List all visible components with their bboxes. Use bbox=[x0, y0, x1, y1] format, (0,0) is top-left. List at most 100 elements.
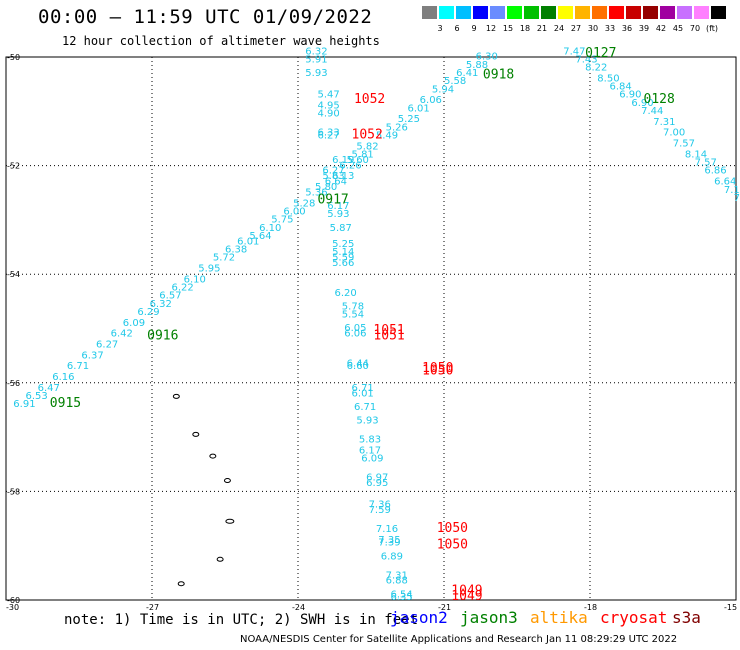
swh-label: 5.78 bbox=[342, 301, 364, 312]
swh-label: 5.94 bbox=[432, 84, 454, 95]
swh-label: 5.88 bbox=[466, 60, 488, 71]
swh-label: 4.95 bbox=[317, 101, 339, 112]
swh-label: 6.05 bbox=[344, 323, 366, 334]
island-outline bbox=[192, 431, 200, 437]
swh-label: 7.47 bbox=[563, 46, 585, 57]
swh-label: 7.16 bbox=[376, 524, 398, 535]
swh-label: 7.93 bbox=[734, 193, 740, 204]
scale-label: 18 bbox=[519, 24, 531, 33]
satellite-s3a: s3a bbox=[672, 608, 701, 627]
scale-label: (ft) bbox=[705, 24, 719, 33]
swh-label: 5.54 bbox=[342, 310, 364, 321]
scale-swatch bbox=[456, 6, 471, 19]
pass-time-label: 0918 bbox=[483, 68, 514, 83]
swh-label: 6.89 bbox=[381, 551, 403, 562]
swh-label: 4.90 bbox=[317, 109, 339, 120]
swh-label: 6.09 bbox=[123, 318, 145, 329]
swh-label: 6.32 bbox=[305, 46, 327, 57]
y-tick-label: -54 bbox=[7, 270, 20, 279]
swh-label: 6.90 bbox=[619, 90, 641, 101]
pass-time-label: 0127 bbox=[585, 46, 616, 61]
swh-label: 6.88 bbox=[386, 576, 408, 587]
island-outline bbox=[172, 393, 180, 399]
scale-label: 39 bbox=[638, 24, 650, 33]
swh-label: 6.26 bbox=[339, 160, 361, 171]
scale-label: 24 bbox=[553, 24, 565, 33]
swh-label: 6.06 bbox=[420, 95, 442, 106]
swh-label: 5.81 bbox=[352, 149, 374, 160]
pass-time-label: 0915 bbox=[50, 396, 81, 411]
x-tick-label: -27 bbox=[146, 603, 159, 612]
scale-swatch bbox=[694, 6, 709, 19]
swh-label: 5.26 bbox=[386, 122, 408, 133]
swh-label: 5.72 bbox=[213, 253, 235, 264]
swh-label: 6.53 bbox=[25, 391, 47, 402]
pass-time-label: 1051 bbox=[373, 328, 404, 343]
credit-line: NOAA/NESDIS Center for Satellite Applica… bbox=[240, 634, 678, 645]
pass-time-label: 1052 bbox=[352, 127, 383, 142]
scale-swatch bbox=[609, 6, 624, 19]
swh-label: 6.10 bbox=[184, 274, 206, 285]
swh-label: 6.06 bbox=[344, 329, 366, 340]
swh-label: 7.44 bbox=[641, 106, 663, 117]
swh-label: 7.31 bbox=[386, 570, 408, 581]
swh-label: 7.39 bbox=[378, 538, 400, 549]
x-tick-label: -15 bbox=[724, 603, 737, 612]
swh-label: 6.64 bbox=[714, 177, 736, 188]
swh-label: 6.01 bbox=[237, 236, 259, 247]
scale-label: 36 bbox=[621, 24, 633, 33]
swh-label: 6.27 bbox=[317, 130, 339, 141]
swh-label: 7.57 bbox=[673, 139, 695, 150]
swh-label: 6.29 bbox=[137, 307, 159, 318]
scale-label: 6 bbox=[454, 24, 460, 33]
scale-swatch bbox=[422, 6, 437, 19]
scale-label: 3 bbox=[437, 24, 443, 33]
swh-label: 5.87 bbox=[330, 223, 352, 234]
swh-label: 6.00 bbox=[283, 206, 305, 217]
satellite-cryosat: cryosat bbox=[600, 608, 668, 627]
swh-label: 8.50 bbox=[597, 73, 619, 84]
swh-label: 6.57 bbox=[159, 291, 181, 302]
scale-label: 45 bbox=[672, 24, 684, 33]
pass-time-label: 1049 bbox=[451, 589, 482, 604]
y-tick-label: -52 bbox=[7, 162, 20, 171]
y-tick-label: -60 bbox=[7, 596, 20, 605]
swh-label: 7.35 bbox=[378, 535, 400, 546]
swh-label: 6.35 bbox=[390, 592, 412, 603]
satellite-jason2: jason2 bbox=[390, 608, 448, 627]
swh-label: 5.60 bbox=[347, 155, 369, 166]
swh-label: 6.42 bbox=[111, 329, 133, 340]
swh-label: 7.59 bbox=[369, 505, 391, 516]
swh-label: 5.14 bbox=[332, 247, 354, 258]
swh-label: 6.71 bbox=[354, 402, 376, 413]
swh-label: 5.83 bbox=[322, 171, 344, 182]
pass-time-label: 0916 bbox=[147, 328, 178, 343]
scale-swatch bbox=[660, 6, 675, 19]
swh-label: 5.80 bbox=[315, 182, 337, 193]
swh-label: 6.41 bbox=[456, 68, 478, 79]
swh-label: 6.97 bbox=[366, 473, 388, 484]
swh-label: 6.71 bbox=[352, 383, 374, 394]
scale-swatch bbox=[592, 6, 607, 19]
scale-swatch bbox=[558, 6, 573, 19]
x-tick-label: -21 bbox=[438, 603, 451, 612]
x-tick-label: -18 bbox=[584, 603, 597, 612]
swh-label: 5.83 bbox=[359, 435, 381, 446]
swh-label: 6.10 bbox=[259, 223, 281, 234]
swh-label: 5.93 bbox=[356, 416, 378, 427]
swh-label: 6.37 bbox=[81, 350, 103, 361]
x-tick-label: -24 bbox=[292, 603, 305, 612]
swh-label: 5.49 bbox=[376, 130, 398, 141]
scale-label: 70 bbox=[689, 24, 701, 33]
scale-swatch bbox=[575, 6, 590, 19]
swh-label: 6.47 bbox=[38, 383, 60, 394]
scale-label: 30 bbox=[587, 24, 599, 33]
swh-label: 6.60 bbox=[347, 361, 369, 372]
scale-swatch bbox=[626, 6, 641, 19]
pass-time-label: 1050 bbox=[422, 364, 453, 379]
pass-time-label: 1050 bbox=[422, 361, 453, 376]
page-subtitle: 12 hour collection of altimeter wave hei… bbox=[62, 34, 380, 48]
scale-label: 33 bbox=[604, 24, 616, 33]
